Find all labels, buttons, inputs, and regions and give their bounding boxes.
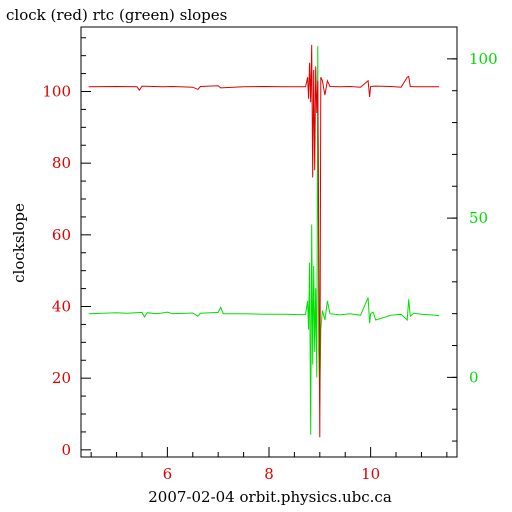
left-y-axis: 0 20 40 60 80 100 (42, 37, 91, 459)
x-tick-label: 10 (361, 465, 380, 483)
left-y-tick-label: 20 (52, 369, 71, 387)
x-axis: 6 8 10 (90, 447, 448, 483)
right-y-axis: 0 50 100 (447, 50, 498, 442)
right-y-tick-label: 100 (469, 50, 498, 68)
left-y-tick-label: 100 (42, 83, 71, 101)
series-line-clock (88, 44, 440, 438)
y-axis-label: clockslope (10, 203, 28, 283)
right-y-tick-label: 50 (469, 209, 488, 227)
plot-frame (80, 26, 458, 458)
chart-title: clock (red) rtc (green) slopes (6, 6, 227, 24)
series-line-rtc (88, 46, 440, 435)
left-y-tick-label: 40 (52, 298, 71, 316)
right-y-tick-label: 0 (469, 368, 479, 386)
x-tick-label: 8 (264, 465, 274, 483)
x-tick-label: 6 (163, 465, 173, 483)
left-y-tick-label: 0 (61, 441, 71, 459)
left-y-tick-label: 80 (52, 154, 71, 172)
left-y-tick-label: 60 (52, 226, 71, 244)
series-layer (88, 44, 440, 438)
x-axis-label: 2007-02-04 orbit.physics.ubc.ca (148, 488, 392, 506)
